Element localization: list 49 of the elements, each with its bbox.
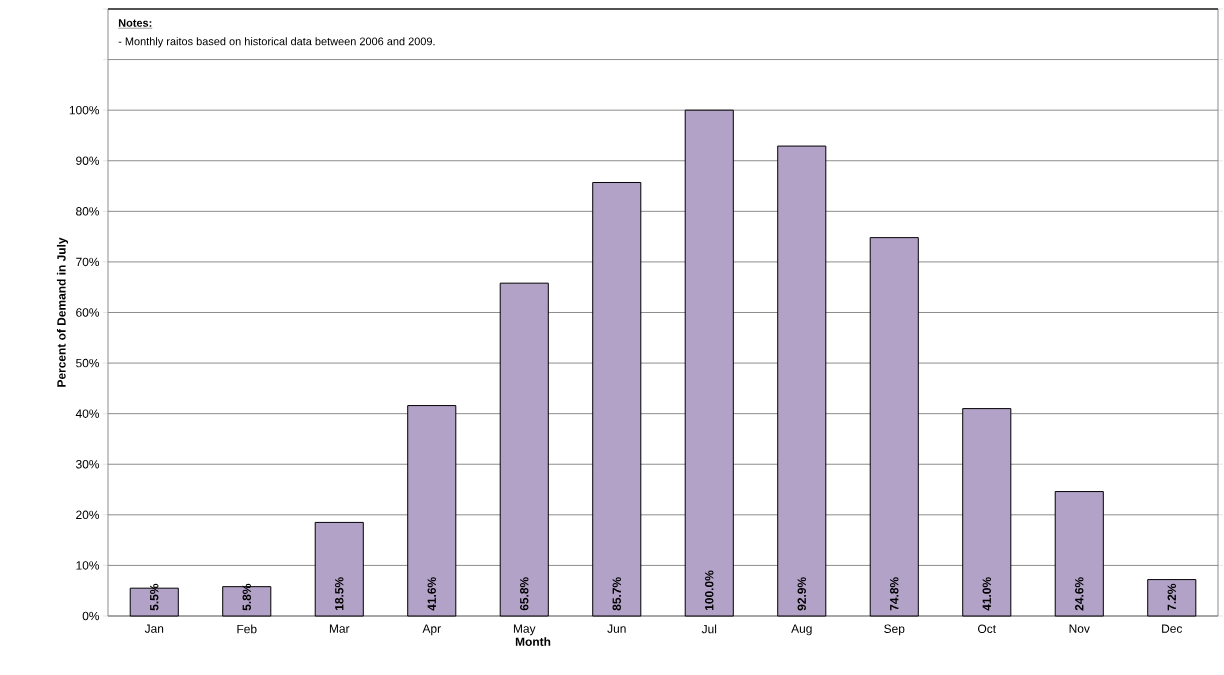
y-tick-label: 90% (76, 156, 100, 165)
y-axis-title: Percent of Demand in July (56, 237, 69, 387)
x-tick-label: Jun (607, 624, 626, 633)
y-tick-label: 10% (76, 561, 100, 570)
x-tick-label: Jan (144, 624, 164, 633)
x-tick-label: Jul (701, 624, 717, 634)
bar (962, 408, 1012, 617)
data-label: 92.9% (797, 577, 806, 611)
data-label: 74.8% (890, 577, 899, 611)
x-tick-label: Apr (422, 624, 441, 636)
data-label: 24.6% (1075, 577, 1084, 611)
x-tick-label: Sep (884, 624, 905, 636)
x-tick-label: Dec (1162, 624, 1183, 633)
x-tick-label: May (513, 624, 536, 636)
x-tick-label: Nov (1069, 624, 1090, 633)
data-label: 41.6% (427, 577, 436, 611)
data-label: 65.8% (520, 577, 529, 611)
y-tick-label: 0% (82, 611, 100, 621)
bar (314, 521, 364, 617)
data-label: 5.5% (150, 583, 159, 611)
data-label: 100.0% (705, 570, 714, 611)
bar (407, 405, 457, 617)
x-tick-label: Aug (791, 624, 812, 636)
y-tick-label: 50% (76, 358, 100, 368)
y-tick-label: 80% (76, 207, 100, 216)
x-axis-title: Month (515, 637, 551, 646)
annotation: Notes: (118, 19, 152, 27)
bar (1054, 491, 1104, 617)
bar (592, 182, 642, 617)
y-tick-label: 100% (69, 105, 100, 115)
x-tick-label: Oct (978, 624, 996, 633)
data-label: 18.5% (335, 577, 344, 611)
annotation: - Monthly raitos based on historical data between 2006 and 2009. (118, 37, 435, 48)
bar (1147, 579, 1197, 617)
data-label: 7.2% (1167, 583, 1176, 611)
bar (777, 145, 827, 617)
bar (869, 237, 919, 617)
x-tick-label: Mar (329, 624, 350, 633)
y-tick-label: 60% (76, 308, 100, 317)
data-label: 41.0% (982, 577, 991, 611)
bar (684, 109, 734, 617)
data-label: 85.7% (612, 577, 621, 611)
data-label: 5.8% (242, 583, 251, 611)
bar (499, 282, 549, 617)
x-tick-label: Feb (237, 624, 257, 634)
y-tick-label: 20% (76, 510, 100, 520)
y-tick-label: 40% (75, 409, 100, 418)
y-tick-label: 30% (76, 460, 100, 469)
y-tick-label: 70% (76, 257, 100, 267)
